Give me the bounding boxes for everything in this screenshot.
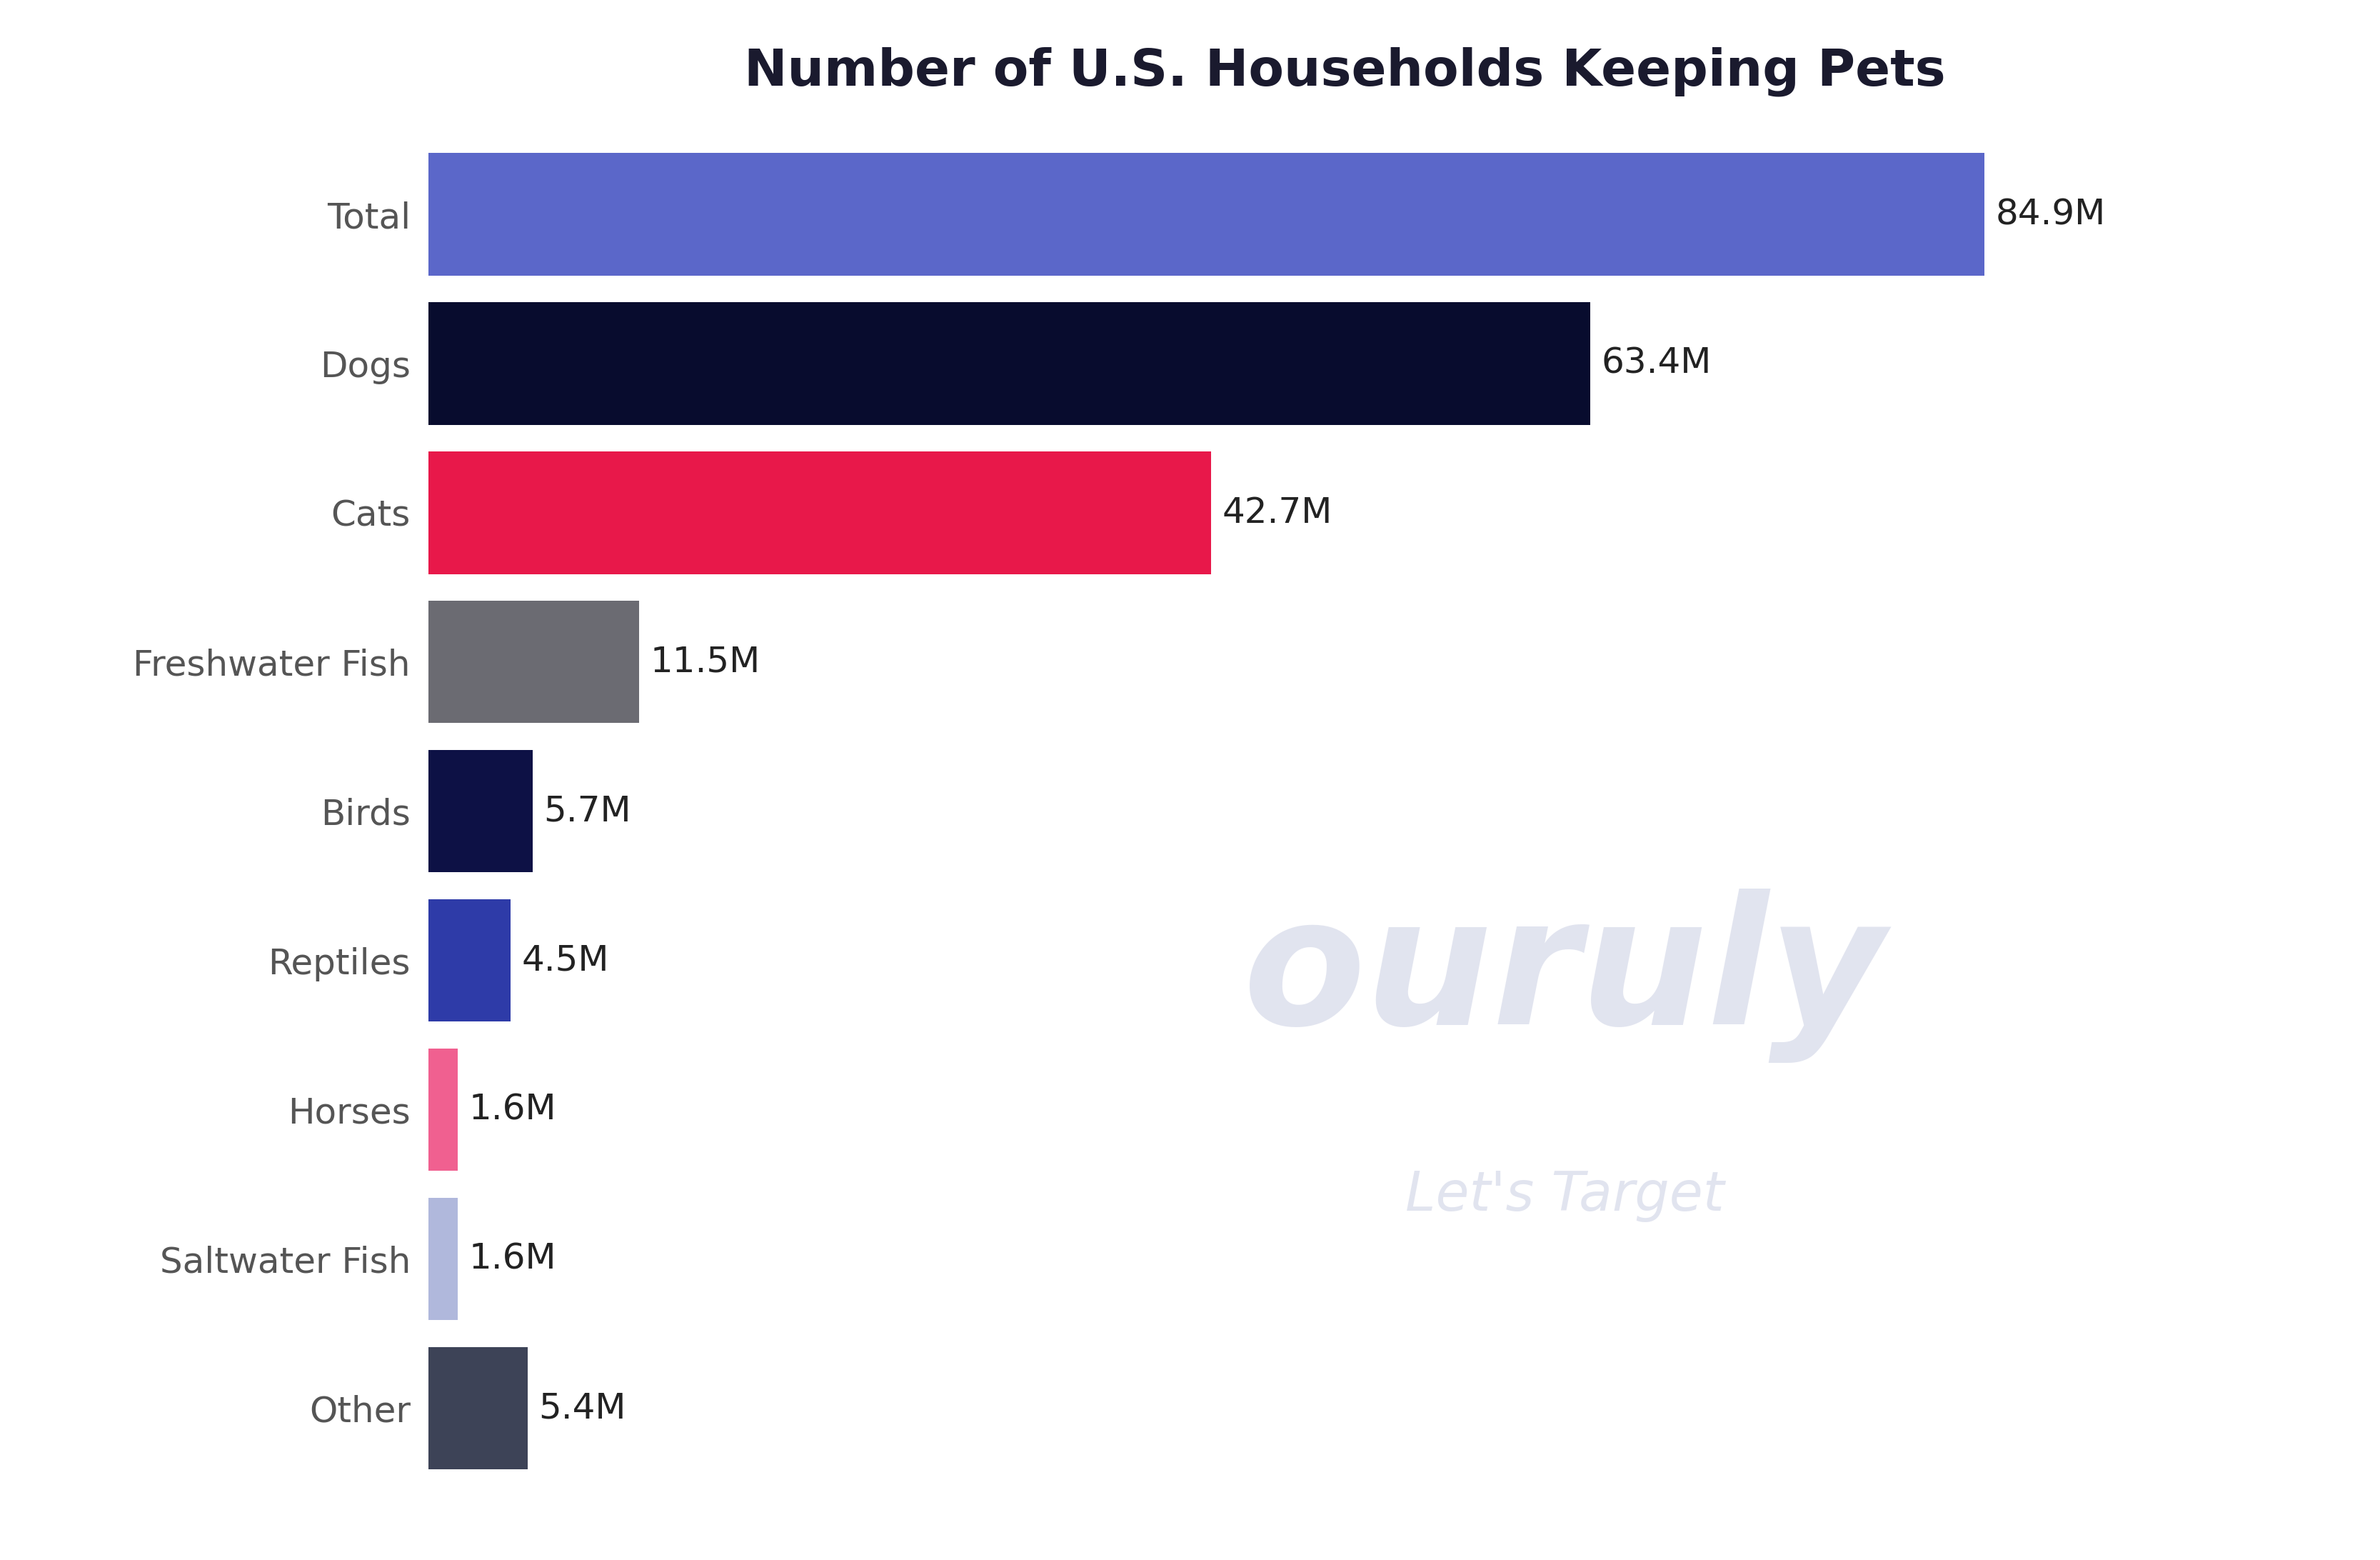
- Text: 1.6M: 1.6M: [469, 1242, 557, 1276]
- Title: Number of U.S. Households Keeping Pets: Number of U.S. Households Keeping Pets: [745, 47, 1944, 97]
- Text: ouruly: ouruly: [1242, 889, 1885, 1062]
- Text: 42.7M: 42.7M: [1221, 496, 1333, 530]
- Bar: [428, 601, 640, 724]
- Bar: [428, 303, 1590, 424]
- Text: 5.7M: 5.7M: [545, 794, 631, 828]
- Text: 4.5M: 4.5M: [521, 944, 609, 978]
- Bar: [428, 899, 512, 1022]
- Text: 5.4M: 5.4M: [538, 1392, 626, 1426]
- Text: 1.6M: 1.6M: [469, 1092, 557, 1126]
- Bar: [428, 750, 533, 872]
- Bar: [428, 1198, 457, 1320]
- Bar: [428, 153, 1985, 276]
- Bar: [428, 1346, 528, 1470]
- Bar: [428, 1048, 457, 1172]
- Text: Let's Target: Let's Target: [1404, 1168, 1723, 1221]
- Text: 63.4M: 63.4M: [1602, 346, 1711, 381]
- Text: 11.5M: 11.5M: [650, 644, 759, 679]
- Text: 84.9M: 84.9M: [1994, 197, 2106, 231]
- Bar: [428, 451, 1211, 574]
